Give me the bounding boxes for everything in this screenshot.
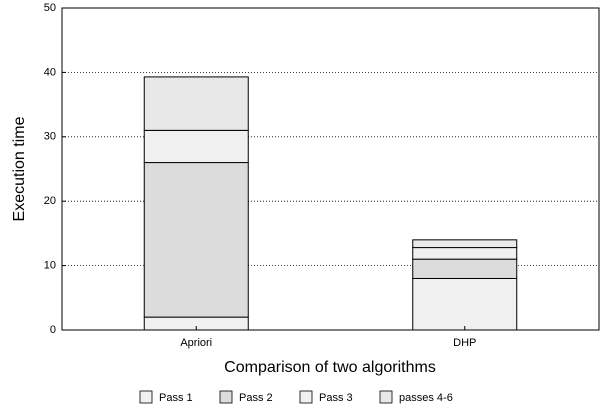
legend-swatch xyxy=(379,390,393,404)
x-tick-label: Apriori xyxy=(180,337,212,349)
legend-label: Pass 1 xyxy=(159,392,193,404)
legend-swatch xyxy=(139,390,153,404)
y-axis-title: Execution time xyxy=(11,116,28,221)
y-tick-label: 30 xyxy=(44,131,56,143)
legend-label: passes 4-6 xyxy=(399,392,453,404)
y-tick-label: 50 xyxy=(44,2,56,14)
legend-swatch xyxy=(299,390,313,404)
y-tick-label: 10 xyxy=(44,260,56,272)
legend-label: Pass 2 xyxy=(239,392,273,404)
bar-segment xyxy=(143,162,249,318)
bar-segment xyxy=(143,129,249,164)
legend-swatch xyxy=(219,390,233,404)
y-tick-label: 0 xyxy=(50,324,56,336)
y-tick-label: 20 xyxy=(44,195,56,207)
bar-segment xyxy=(143,76,249,131)
x-tick-label: DHP xyxy=(453,337,476,349)
bar-segment xyxy=(412,239,518,249)
legend-label: Pass 3 xyxy=(319,392,353,404)
bar-segment xyxy=(412,277,518,331)
plot-frame xyxy=(61,7,600,331)
bar-segment xyxy=(412,258,518,279)
y-tick-label: 40 xyxy=(44,66,56,78)
x-axis-title: Comparison of two algorithms xyxy=(224,359,436,376)
bar-segment xyxy=(412,247,518,260)
